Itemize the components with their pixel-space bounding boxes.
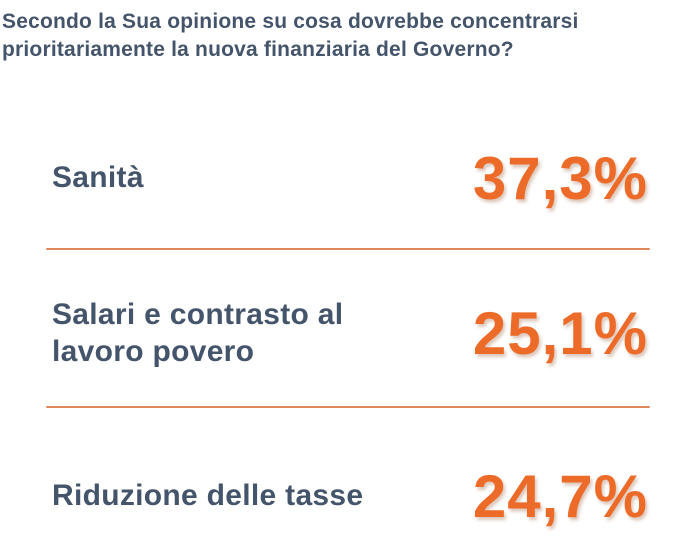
- poll-row-tasse: Riduzione delle tasse 24,7%: [46, 408, 650, 551]
- option-value-salari: 25,1%: [472, 300, 648, 368]
- option-value-sanita: 37,3%: [472, 144, 648, 212]
- poll-question-line-2: prioritariamente la nuova finanziaria de…: [2, 38, 514, 62]
- poll-row-sanita: Sanità 37,3%: [46, 65, 650, 248]
- option-label-sanita: Sanità: [52, 160, 144, 194]
- poll-question-title: Secondo la Sua opinione su cosa dovrebbe…: [0, 0, 696, 65]
- option-value-tasse: 24,7%: [472, 463, 648, 531]
- poll-rows: Sanità 37,3% Salari e contrasto al lavor…: [0, 65, 696, 551]
- option-label-salari: Salari e contrasto al lavoro povero: [52, 298, 344, 368]
- option-label-tasse: Riduzione delle tasse: [52, 479, 364, 513]
- row-divider-2: [46, 405, 650, 408]
- poll-question-line-1: Secondo la Sua opinione su cosa dovrebbe…: [2, 10, 579, 33]
- row-divider-1: [46, 247, 650, 250]
- poll-row-salari: Salari e contrasto al lavoro povero 25,1…: [46, 250, 650, 406]
